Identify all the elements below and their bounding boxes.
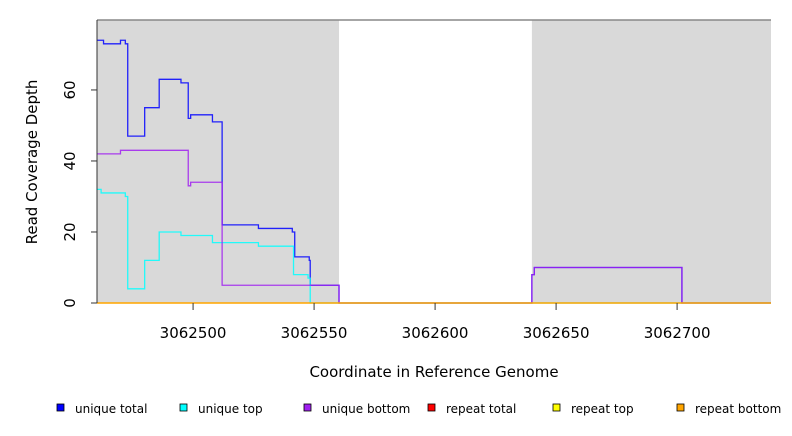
y-tick-label: 20	[61, 222, 79, 241]
y-tick-label: 0	[61, 298, 79, 308]
legend-swatch	[552, 403, 561, 412]
y-axis: 0 20 40 60	[61, 80, 97, 308]
y-tick-label: 60	[61, 80, 79, 99]
x-tick-label: 3062700	[644, 324, 711, 342]
legend: unique total unique top unique bottom repea…	[56, 402, 781, 416]
y-tick-label: 40	[61, 151, 79, 170]
legend-label: unique bottom	[322, 402, 410, 416]
x-axis-label: Coordinate in Reference Genome	[309, 363, 558, 381]
x-tick-label: 3062650	[523, 324, 590, 342]
series-line-unique-bottom	[97, 149, 771, 304]
legend-label: repeat total	[446, 402, 516, 416]
legend-label: repeat bottom	[695, 402, 781, 416]
y-axis-label: Read Coverage Depth	[23, 80, 41, 245]
legend-swatch	[303, 403, 312, 412]
x-tick-label: 3062550	[281, 324, 348, 342]
x-tick-label: 3062500	[160, 324, 227, 342]
shaded-regions	[97, 20, 771, 303]
series-line-unique-top	[97, 188, 771, 304]
x-tick-label: 3062600	[402, 324, 469, 342]
legend-swatch	[56, 403, 65, 412]
legend-label: repeat top	[571, 402, 634, 416]
legend-label: unique top	[198, 402, 263, 416]
legend-swatch	[676, 403, 685, 412]
x-axis: 3062500 3062550 3062600 3062650 3062700	[160, 303, 711, 342]
legend-label: unique total	[75, 402, 147, 416]
legend-swatch	[179, 403, 188, 412]
shaded-region	[97, 20, 340, 303]
series-lines	[97, 39, 771, 304]
shaded-region	[531, 20, 771, 303]
legend-swatch	[427, 403, 436, 412]
